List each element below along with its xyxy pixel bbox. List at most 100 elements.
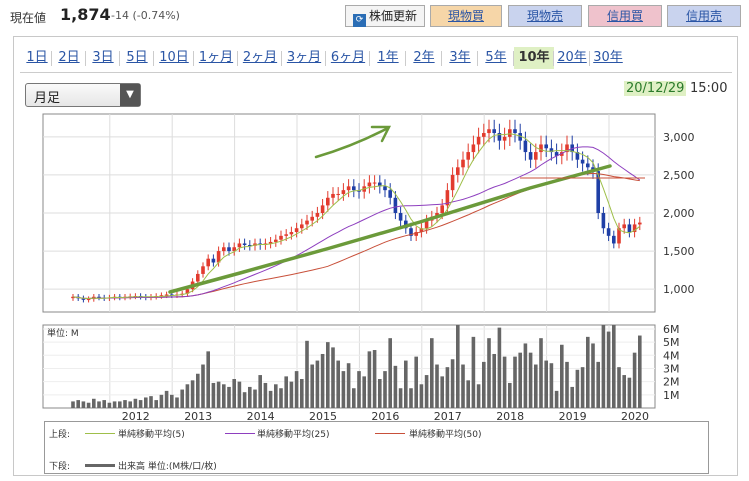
candle-body	[409, 228, 413, 236]
volume-bar	[409, 388, 413, 408]
volume-bar	[305, 340, 309, 408]
volume-bar	[144, 397, 148, 408]
candle-body	[471, 144, 476, 153]
tab-2[interactable]: 3日	[92, 50, 114, 65]
volume-bar	[211, 382, 216, 408]
current-price-value: 1,874	[60, 5, 111, 24]
candle-body	[492, 129, 496, 134]
drawn-trendline	[168, 164, 612, 294]
candle-body	[206, 258, 210, 267]
volume-bar	[196, 373, 200, 408]
volume-bar	[76, 400, 80, 408]
tab-separator	[193, 51, 194, 66]
tab-9[interactable]: 1年	[377, 50, 399, 65]
period-tabs: 1日 2日 3日 5日 10日 1ヶ月 2ヶ月 3ヶ月 6ヶ月 1年 2年 3年 5年 10年 20年 30年	[20, 44, 732, 73]
volume-bar	[539, 338, 543, 408]
volume-bar	[274, 384, 278, 408]
x-tick-label: 2017	[434, 410, 462, 423]
volume-bar	[554, 390, 559, 408]
candle-body	[222, 247, 226, 252]
volume-bar	[232, 379, 236, 408]
tab-separator	[477, 51, 478, 66]
candle-body	[248, 244, 252, 246]
genbutsu-buy-button[interactable]: 現物買	[430, 5, 502, 27]
volume-bar	[128, 401, 132, 408]
price-tick-label: 2,500	[663, 169, 695, 182]
candle-body	[336, 193, 340, 195]
tab-8[interactable]: 6ヶ月	[330, 50, 366, 65]
genbutsu-sell-button[interactable]: 現物売	[508, 5, 582, 27]
volume-bar	[263, 382, 268, 408]
volume-bar	[591, 343, 595, 408]
volume-bar	[378, 379, 382, 408]
candle-body	[627, 224, 632, 233]
volume-bar	[201, 364, 205, 408]
tab-15[interactable]: 30年	[593, 50, 623, 65]
volume-bar	[445, 367, 450, 408]
tab-5[interactable]: 1ヶ月	[198, 50, 234, 65]
candle-body	[268, 241, 273, 244]
volume-bar	[107, 402, 112, 408]
candle-body	[279, 235, 283, 240]
volume-bar	[549, 363, 554, 408]
period-select[interactable]: 月足 ▼	[25, 83, 141, 107]
legend-volume-label: 出来高 単位:(M株/口/枚)	[118, 462, 217, 472]
update-price-button[interactable]: ⟳ 株価更新	[345, 5, 425, 27]
volume-bar	[492, 353, 496, 408]
candle-body	[305, 220, 309, 225]
volume-bar	[450, 359, 455, 408]
candle-body	[518, 133, 522, 141]
tab-10[interactable]: 2年	[413, 50, 435, 65]
candle-body	[201, 266, 205, 274]
volume-bar	[414, 356, 418, 408]
candle-body	[513, 129, 517, 134]
shinyo-sell-button[interactable]: 信用売	[667, 5, 741, 27]
candle-body	[487, 129, 491, 134]
legend-ma25-swatch	[225, 433, 255, 434]
tab-4[interactable]: 10日	[159, 50, 189, 65]
volume-bar	[570, 386, 574, 408]
volume-bar	[185, 384, 190, 408]
volume-bar	[398, 388, 403, 408]
volume-bar	[242, 392, 247, 408]
tab-0[interactable]: 1日	[26, 50, 48, 65]
volume-bar	[471, 336, 476, 408]
legend-ma25-label: 単純移動平均(25)	[257, 430, 330, 440]
tab-3[interactable]: 5日	[126, 50, 148, 65]
volume-bar	[331, 347, 335, 408]
volume-bar	[159, 394, 164, 408]
candle-body	[341, 190, 346, 194]
tab-11[interactable]: 3年	[449, 50, 471, 65]
volume-bar	[268, 390, 273, 408]
volume-bar	[544, 360, 548, 408]
volume-bar	[284, 376, 288, 408]
candle-body	[71, 296, 75, 299]
candle-body	[440, 205, 444, 213]
candle-body	[612, 235, 616, 244]
tab-6[interactable]: 2ヶ月	[242, 50, 278, 65]
volume-bar	[383, 371, 387, 408]
volume-bar	[92, 398, 96, 408]
volume-bar	[456, 325, 460, 408]
candle-body	[482, 133, 486, 137]
candle-body	[601, 213, 606, 229]
drawn-arrow-annotation	[314, 125, 392, 159]
volume-bar	[164, 390, 169, 408]
candle-body	[372, 182, 377, 184]
candle-body	[539, 144, 543, 153]
candle-body	[81, 298, 86, 300]
tab-separator	[369, 51, 370, 66]
tab-1[interactable]: 2日	[58, 50, 80, 65]
volume-bar	[216, 381, 221, 408]
x-tick-label: 2015	[309, 410, 337, 423]
candle-body	[388, 190, 392, 198]
volume-bar	[393, 365, 398, 408]
candle-body	[508, 129, 512, 137]
tab-13[interactable]: 10年	[514, 47, 554, 69]
tab-7[interactable]: 3ヶ月	[286, 50, 322, 65]
tab-12[interactable]: 5年	[485, 50, 507, 65]
shinyo-buy-button[interactable]: 信用買	[588, 5, 662, 27]
tab-14[interactable]: 20年	[557, 50, 587, 65]
legend-volume-swatch	[85, 464, 115, 467]
